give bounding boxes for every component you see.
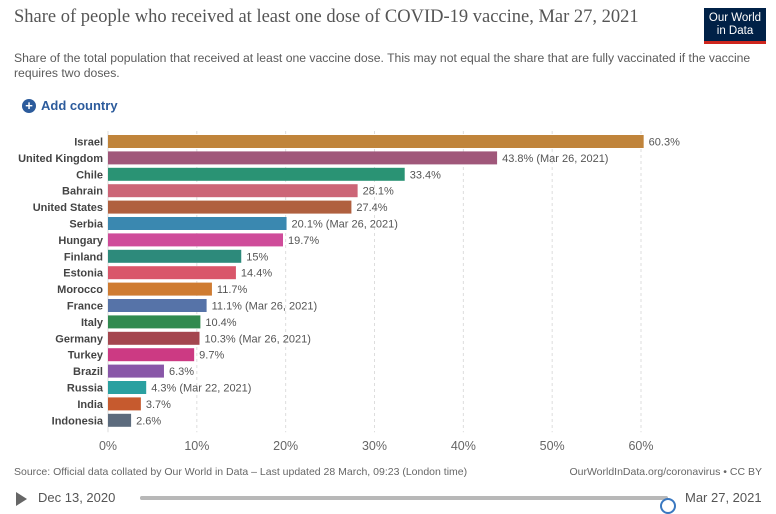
category-label: Turkey <box>68 350 104 362</box>
data-label: 33.4% <box>410 169 441 181</box>
plus-circle-icon: + <box>22 98 36 113</box>
data-label: 19.7% <box>288 235 319 247</box>
owid-logo[interactable]: Our World in Data <box>704 8 766 44</box>
x-tick-label: 30% <box>362 439 387 453</box>
bar <box>108 167 405 181</box>
data-label: 2.6% <box>136 415 161 427</box>
add-country-button[interactable]: + Add country <box>22 98 118 113</box>
bar <box>108 200 352 214</box>
timeline-handle[interactable] <box>660 498 676 514</box>
bar <box>108 397 141 411</box>
bar <box>108 299 207 312</box>
category-label: France <box>67 301 103 313</box>
bar <box>108 184 358 198</box>
category-label: Finland <box>64 251 103 263</box>
category-label: Estonia <box>63 268 104 280</box>
category-label: Indonesia <box>52 415 104 427</box>
x-tick-label: 40% <box>451 439 476 453</box>
category-label: Serbia <box>69 219 104 231</box>
license-link[interactable]: OurWorldInData.org/coronavirus • CC BY <box>569 466 762 478</box>
data-label: 4.3% (Mar 22, 2021) <box>151 383 251 395</box>
chart-title: Share of people who received at least on… <box>14 7 639 27</box>
bar <box>108 217 287 230</box>
category-label: Morocco <box>57 284 103 296</box>
x-tick-label: 60% <box>628 439 653 453</box>
data-label: 14.4% <box>241 268 272 280</box>
data-label: 20.1% (Mar 26, 2021) <box>292 219 398 231</box>
category-label: Hungary <box>58 235 104 247</box>
bar <box>108 135 644 148</box>
bar <box>108 315 201 329</box>
bar <box>108 348 195 362</box>
play-icon[interactable] <box>16 492 27 506</box>
category-label: Chile <box>76 169 103 181</box>
data-label: 10.3% (Mar 26, 2021) <box>204 333 310 345</box>
bar <box>108 413 132 427</box>
bar <box>108 331 200 345</box>
data-label: 10.4% <box>205 317 236 329</box>
bar <box>108 282 212 296</box>
data-label: 60.3% <box>649 137 680 149</box>
bar <box>108 381 147 394</box>
logo-line-1: Our World <box>708 12 762 24</box>
x-tick-label: 50% <box>540 439 565 453</box>
bar <box>108 266 236 280</box>
data-label: 15% <box>246 251 268 263</box>
category-label: United States <box>33 202 103 214</box>
chart-subtitle: Share of the total population that recei… <box>14 51 751 80</box>
data-label: 11.1% (Mar 26, 2021) <box>212 301 318 313</box>
x-tick-label: 10% <box>184 439 209 453</box>
data-label: 6.3% <box>169 366 194 378</box>
data-label: 3.7% <box>146 399 171 411</box>
bar <box>108 233 284 247</box>
category-label: Germany <box>55 333 104 345</box>
bar <box>108 151 498 165</box>
source-note[interactable]: Source: Official data collated by Our Wo… <box>14 466 468 478</box>
logo-line-2: in Data <box>716 25 754 37</box>
category-label: Italy <box>81 317 104 329</box>
data-label: 11.7% <box>217 284 248 296</box>
category-label: India <box>77 399 104 411</box>
category-label: Brazil <box>73 366 103 378</box>
timeline-start-date: Dec 13, 2020 <box>38 490 116 505</box>
timeline-track[interactable] <box>140 496 676 514</box>
category-label: Bahrain <box>62 186 103 198</box>
bar-chart: 0% 10% 20% 30% 40% 50% 60% Israel 60.3% United Ki… <box>18 131 680 453</box>
category-label: Russia <box>67 383 104 395</box>
timeline-fill <box>140 496 668 500</box>
data-label: 43.8% (Mar 26, 2021) <box>502 153 608 165</box>
data-label: 9.7% <box>199 350 224 362</box>
timeline-end-date: Mar 27, 2021 <box>685 490 762 505</box>
bar <box>108 249 242 263</box>
category-label: United Kingdom <box>18 153 103 165</box>
timeline-control: Dec 13, 2020 Mar 27, 2021 <box>0 486 776 514</box>
data-label: 28.1% <box>363 186 394 198</box>
x-tick-label: 20% <box>273 439 298 453</box>
x-tick-label: 0% <box>99 439 117 453</box>
category-label: Israel <box>74 137 103 149</box>
bar <box>108 364 164 378</box>
add-country-label: Add country <box>41 98 118 113</box>
data-label: 27.4% <box>356 202 387 214</box>
